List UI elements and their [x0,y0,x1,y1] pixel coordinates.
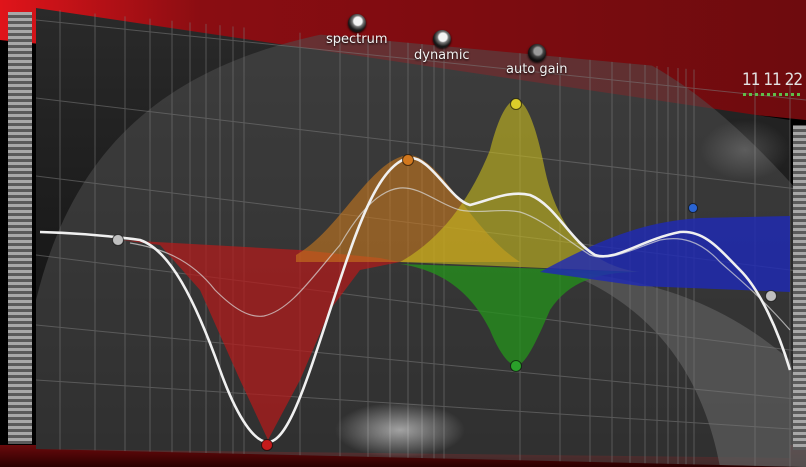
dynamic-toggle[interactable]: dynamic [414,30,470,63]
frequency-grid [36,8,806,467]
grid-line-horizontal [36,324,806,401]
grid-line-horizontal [36,97,806,191]
spectrum-toggle[interactable]: spectrum [326,14,388,47]
band-3-node-yellow[interactable] [510,98,522,110]
output-level-meter [793,125,806,450]
band-5-fill [540,216,790,292]
dynamic-toggle-knob-icon [432,30,451,48]
band-2-node-orange[interactable] [402,154,414,166]
input-level-meter [8,12,32,444]
band-3-fill [400,100,640,272]
eq-node-layer [112,98,777,451]
dynamic-toggle-label: dynamic [414,48,470,63]
spectrum-toggle-label: spectrum [326,32,388,47]
auto-gain-toggle[interactable]: auto gain [506,44,567,77]
glare-spot-2 [700,120,790,180]
band-5-node-blue[interactable] [688,203,698,213]
level-indicator-dots [743,93,803,96]
band-1-node-red[interactable] [261,439,273,451]
auto-gain-toggle-label: auto gain [506,62,568,77]
output-level-readout: 11 11 22 d [742,70,806,90]
glare-spot [335,402,465,458]
band-4-node-green[interactable] [510,360,522,372]
high-shelf-fill [560,270,806,467]
grid-line-horizontal [36,254,806,353]
high-shelf-node[interactable] [765,290,777,302]
auto-gain-toggle-knob-icon [527,44,546,62]
band-4-fill [400,264,640,366]
spectrum-toggle-knob-icon [347,14,366,32]
band-1-fill [120,240,400,440]
grid-line-horizontal [36,19,806,101]
spectrum-trace [129,187,791,331]
low-shelf-node[interactable] [112,234,124,246]
